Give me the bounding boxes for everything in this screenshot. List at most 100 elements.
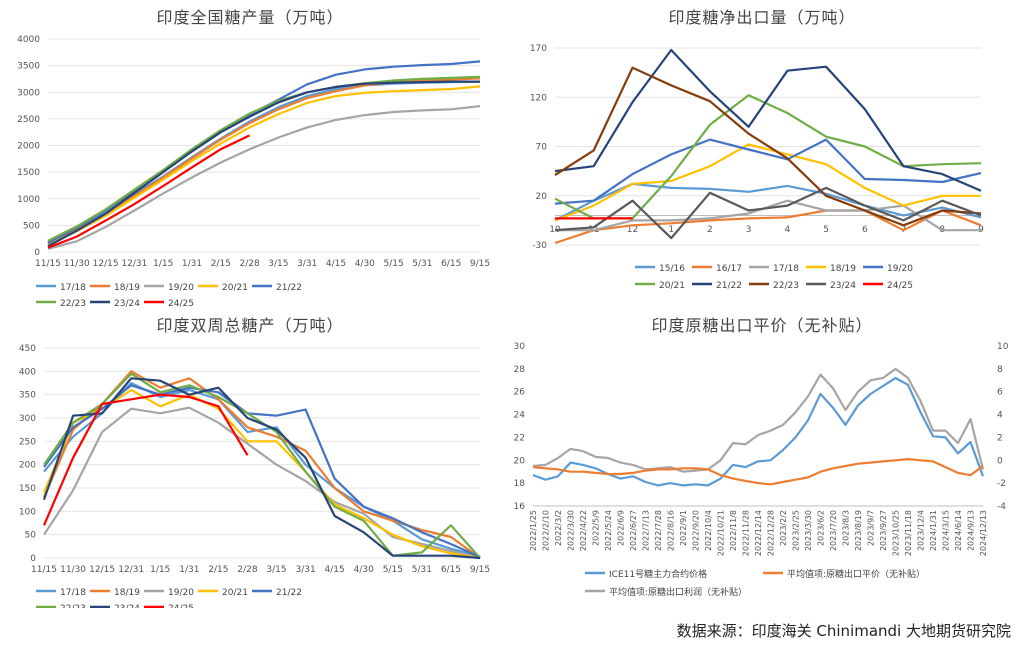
x-tick-label: 2022/3/30 <box>567 510 576 551</box>
x-tick-label: 9/15 <box>470 259 490 269</box>
x-tick-label: 4/30 <box>354 565 374 575</box>
legend-label: 23/24 <box>830 281 856 291</box>
x-tick-label: 2024/1/31 <box>929 510 938 551</box>
series-line-22-23 <box>43 372 481 559</box>
y-tick-label: -30 <box>532 241 547 251</box>
source-note: 数据来源：印度海关 Chinimandi 大地期货研究院 <box>676 622 1011 640</box>
x-tick-label: 2023/9/27 <box>879 510 888 551</box>
x-tick-label: 3/15 <box>266 565 286 575</box>
legend-label: 平均值项:原糖出口利润（无补贴） <box>609 586 747 598</box>
y-tick-label-right: -4 <box>997 502 1006 512</box>
series-line-23-24 <box>554 186 982 240</box>
series-line-22-23 <box>554 66 982 227</box>
x-tick-label: 9/15 <box>470 565 490 575</box>
legend-label: 19/20 <box>887 264 913 274</box>
legend-label: 15/16 <box>659 264 685 274</box>
y-tick-label: 2500 <box>17 115 40 125</box>
series-line-16-17 <box>554 209 982 245</box>
x-tick-label: 2024/12/13 <box>979 510 988 556</box>
y-tick-label: 0 <box>34 248 40 258</box>
legend-label: 23/24 <box>114 299 140 309</box>
y-tick-label-right: 6 <box>997 388 1003 398</box>
legend-label: 23/24 <box>114 604 140 608</box>
x-tick-label: 2022/6/9 <box>617 510 626 546</box>
x-tick-label: 5/15 <box>383 565 403 575</box>
series-line-20-21 <box>554 94 982 220</box>
x-tick-label: 4/15 <box>326 259 346 269</box>
legend-label: 21/22 <box>716 281 742 291</box>
x-tick-label: 2022/12/14 <box>754 510 763 556</box>
x-tick-label: 2023/12/4 <box>917 510 926 551</box>
series-line-18-19 <box>554 143 981 222</box>
y-tick-label: 400 <box>19 367 36 377</box>
x-tick-label: 2/15 <box>211 259 231 269</box>
legend-label: 20/21 <box>222 283 248 293</box>
chart-national-output: 0 500 1000 1500 2000 2500 3000 3500 4000 11/15 11/… <box>17 35 490 309</box>
chart-title: 印度全国糖产量（万吨） <box>156 8 344 27</box>
x-tick-label: 2 <box>707 225 713 235</box>
series-line-24-25 <box>42 393 249 526</box>
series-line-20-21 <box>47 85 481 246</box>
series-line-17-18 <box>47 80 481 244</box>
y-tick-label: 20 <box>536 192 548 202</box>
x-tick-label: 4/15 <box>325 565 345 575</box>
x-tick-label: 5/31 <box>412 259 432 269</box>
legend-label: 24/25 <box>168 299 194 309</box>
x-tick-label: 2/28 <box>239 259 259 269</box>
x-tick-label: 2022/10/21 <box>717 510 726 556</box>
chart-panel-export-parity: 印度原糖出口平价（无补贴） 16 18 20 22 24 26 28 30 -4 -2 0 2 4 6 8 1… <box>505 308 1019 608</box>
x-tick-label: 9 <box>978 225 984 235</box>
legend-label: 19/20 <box>168 588 194 598</box>
series-line-17-18 <box>43 381 481 558</box>
x-tick-label: 4/30 <box>355 259 375 269</box>
y-tick-label: 170 <box>530 44 547 54</box>
x-tick-label: 2022/1/25 <box>529 510 538 551</box>
y-tick-label-right: 10 <box>997 342 1009 352</box>
x-tick-label: 3 <box>746 225 752 235</box>
x-tick-label: 2024/9/13 <box>967 510 976 551</box>
x-tick-label: 2022/11/28 <box>742 510 751 556</box>
y-tick-label: 300 <box>19 414 36 424</box>
series-line-22-23 <box>47 75 481 242</box>
y-tick-label: 350 <box>19 391 36 401</box>
series-line-1 <box>532 458 984 486</box>
x-tick-label: 1 <box>668 225 674 235</box>
legend-label: 16/17 <box>716 264 742 274</box>
x-tick-label: 2022/7/28 <box>654 510 663 551</box>
x-tick-label: 12/15 <box>89 565 115 575</box>
x-tick-label: 1/31 <box>179 565 199 575</box>
y-tick-label: 0 <box>30 554 36 564</box>
y-tick-label-left: 28 <box>514 365 526 375</box>
x-tick-label: 2023/2/25 <box>792 510 801 551</box>
x-tick-label: 2022/7/13 <box>642 510 651 551</box>
series-line-18-19 <box>47 77 481 245</box>
legend-label: 22/23 <box>773 281 799 291</box>
x-tick-label: 2022/8/16 <box>667 510 676 551</box>
series-line-21-22 <box>43 384 481 559</box>
x-tick-label: 2023/11/18 <box>904 510 913 556</box>
x-tick-label: 2023/6/2 <box>817 510 826 546</box>
y-tick-label-left: 16 <box>514 502 526 512</box>
x-tick-label: 3/31 <box>295 565 315 575</box>
x-tick-label: 2023/7/20 <box>829 510 838 551</box>
x-tick-label: 2/28 <box>237 565 257 575</box>
series-line-21-22 <box>554 48 982 192</box>
x-tick-label: 6 <box>862 225 868 235</box>
chart-title: 印度糖净出口量（万吨） <box>668 8 856 27</box>
series-line-23-24 <box>47 80 480 248</box>
x-tick-label: 12 <box>627 225 638 235</box>
x-tick-label: 2023/8/19 <box>854 510 863 551</box>
x-tick-label: 2022/9/1 <box>679 510 688 546</box>
y-tick-label-left: 26 <box>514 388 526 398</box>
y-tick-label: 50 <box>25 531 37 541</box>
x-tick-label: 11/15 <box>35 259 61 269</box>
y-tick-label-right: 8 <box>997 365 1003 375</box>
y-tick-label: 120 <box>530 93 547 103</box>
y-tick-label: 500 <box>23 221 40 231</box>
legend-label: 19/20 <box>168 283 194 293</box>
y-tick-label: 250 <box>19 437 36 447</box>
series-line-2 <box>532 367 985 473</box>
y-tick-label-left: 22 <box>514 433 525 443</box>
